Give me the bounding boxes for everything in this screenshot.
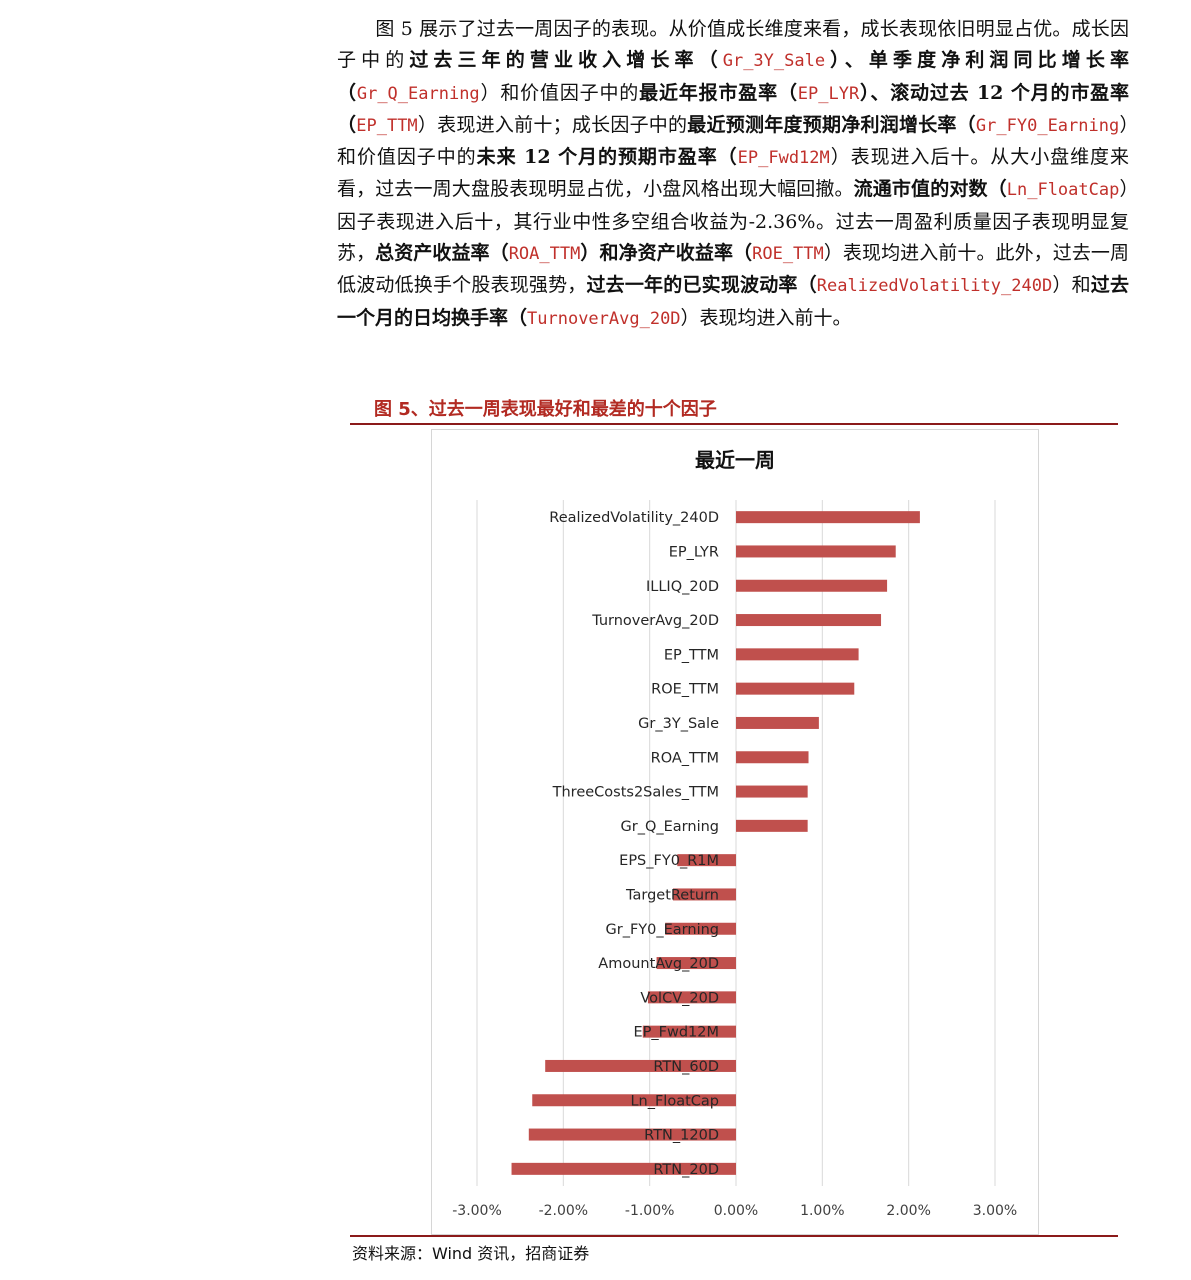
factor-code: Gr_3Y_Sale	[722, 51, 826, 72]
x-tick-label: 1.00%	[800, 1203, 844, 1219]
bar	[677, 854, 736, 867]
bar	[642, 1025, 736, 1038]
category-label: TurnoverAvg_20D	[591, 613, 719, 629]
bar	[532, 1094, 736, 1107]
figure-bottom-rule	[350, 1235, 1118, 1237]
paragraph-text: 未来 12 个月的预期市盈率（	[476, 146, 738, 169]
category-label: AmountAvg_20D	[598, 956, 719, 972]
factor-code: Gr_Q_Earning	[356, 83, 480, 104]
category-label: Gr_FY0_Earning	[606, 922, 720, 938]
category-label: RTN_20D	[653, 1162, 719, 1178]
category-label: EP_TTM	[664, 647, 719, 663]
paragraph-text: ）表现进入后十。从大小盘维度来看，过去一周大盘股表现明显占优，小盘风格出现大幅回…	[337, 146, 1129, 201]
bar-chart: 最近一周 RealizedVolatility_240D EP_LYR ILLIQ_…	[452, 448, 1017, 1219]
bar	[736, 751, 809, 764]
bar	[647, 991, 736, 1004]
category-label: EPS_FY0_R1M	[619, 853, 719, 869]
x-tick-label: -1.00%	[625, 1203, 675, 1219]
paragraph-text: 过去一年的已实现波动率（	[586, 274, 817, 297]
bar	[736, 785, 808, 798]
category-label: TargetReturn	[625, 887, 719, 903]
bar	[545, 1059, 736, 1072]
category-label: RTN_60D	[653, 1059, 719, 1075]
factor-code: EP_Fwd12M	[737, 148, 830, 169]
bar	[736, 579, 888, 592]
category-label: VolCV_20D	[640, 990, 719, 1006]
bar	[736, 819, 808, 832]
bar	[736, 545, 896, 558]
x-tick-labels: -3.00% -2.00% -1.00% 0.00% 1.00% 2.00% 3.00%	[452, 1203, 1017, 1219]
category-label: ThreeCosts2Sales_TTM	[552, 785, 719, 801]
x-tick-label: 2.00%	[886, 1203, 930, 1219]
figure-title: 图 5、过去一周表现最好和最差的十个因子	[374, 399, 717, 420]
source-note: 资料来源：Wind 资讯，招商证券	[352, 1244, 590, 1263]
paragraph-text: 流通市值的对数（	[853, 178, 1007, 201]
bar	[736, 682, 855, 695]
bar	[511, 1162, 736, 1175]
figure-top-rule	[350, 423, 1118, 425]
category-label: ROA_TTM	[651, 750, 719, 766]
bar	[736, 716, 819, 729]
category-labels: RealizedVolatility_240D EP_LYR ILLIQ_20D Tu…	[549, 510, 719, 1178]
bars	[511, 511, 920, 1175]
category-label: ILLIQ_20D	[646, 579, 719, 595]
body-paragraph: 图 5 展示了过去一周因子的表现。从价值成长维度来看，成长表现依旧明显占优。成长…	[337, 14, 1129, 335]
paragraph-text: ）表现均进入前十。	[680, 306, 852, 329]
category-label: ROE_TTM	[651, 682, 719, 698]
factor-code: EP_TTM	[356, 115, 418, 136]
category-label: EP_Fwd12M	[633, 1025, 719, 1041]
paragraph-text: ）、单季度净利润同比增长率（	[337, 49, 1129, 104]
paragraph-text: 总资产收益率（	[375, 242, 509, 265]
paragraph-text: ）表现进入前十；成长因子中的	[417, 113, 688, 136]
factor-code: ROE_TTM	[752, 244, 824, 265]
paragraph-text: 最近预测年度预期净利润增长率（	[687, 113, 976, 136]
paragraph-text: ）、滚动过去 12 个月的市盈率（	[337, 81, 1129, 136]
category-label: EP_LYR	[669, 544, 719, 560]
chart-title: 最近一周	[695, 448, 775, 472]
bar	[656, 957, 736, 970]
factor-code: EP_LYR	[797, 83, 860, 104]
x-tick-label: 0.00%	[714, 1203, 758, 1219]
paragraph-text: 过去一个月的日均换手率（	[337, 274, 1129, 329]
category-label: Gr_3Y_Sale	[638, 716, 719, 732]
bar	[672, 888, 736, 901]
category-label: RTN_120D	[644, 1128, 719, 1144]
factor-code: TurnoverAvg_20D	[527, 308, 681, 329]
factor-code: ROA_TTM	[508, 244, 581, 265]
paragraph-text: ）和价值因子中的	[337, 113, 1129, 169]
category-label: Gr_Q_Earning	[621, 819, 719, 835]
factor-code: Ln_FloatCap	[1006, 180, 1120, 201]
category-label: RealizedVolatility_240D	[549, 510, 719, 526]
bar	[736, 511, 920, 524]
bar	[736, 648, 859, 661]
paragraph-text: 图 5 展示了过去一周因子的表现。从价值成长维度来看，成长表现依旧明显占优。成长…	[337, 18, 1129, 72]
factor-code: Gr_FY0_Earning	[975, 115, 1120, 136]
paragraph-text: ）表现均进入前十。此外，过去一周低波动低换手个股表现强势，	[337, 242, 1129, 297]
paragraph-text: ）和净资产收益率（	[580, 242, 753, 265]
x-tick-label: -2.00%	[539, 1203, 589, 1219]
gridlines	[476, 500, 996, 1186]
x-tick-label: -3.00%	[452, 1203, 502, 1219]
paragraph-text: ）和价值因子中的	[479, 81, 640, 104]
paragraph-text: ）和	[1052, 274, 1091, 297]
bar	[665, 922, 736, 935]
paragraph-text: 过去三年的营业收入增长率（	[409, 49, 723, 72]
category-label: Ln_FloatCap	[630, 1093, 719, 1109]
chart-frame: 最近一周 RealizedVolatility_240D EP_LYR ILLIQ_…	[431, 429, 1039, 1235]
bar	[528, 1128, 736, 1141]
bar	[736, 614, 882, 627]
paragraph-text: ）因子表现进入后十，其行业中性多空组合收益为-2.36%。过去一周盈利质量因子表…	[337, 178, 1129, 265]
paragraph-text: 最近年报市盈率（	[639, 81, 798, 104]
factor-code: RealizedVolatility_240D	[816, 276, 1053, 297]
x-tick-label: 3.00%	[973, 1203, 1017, 1219]
